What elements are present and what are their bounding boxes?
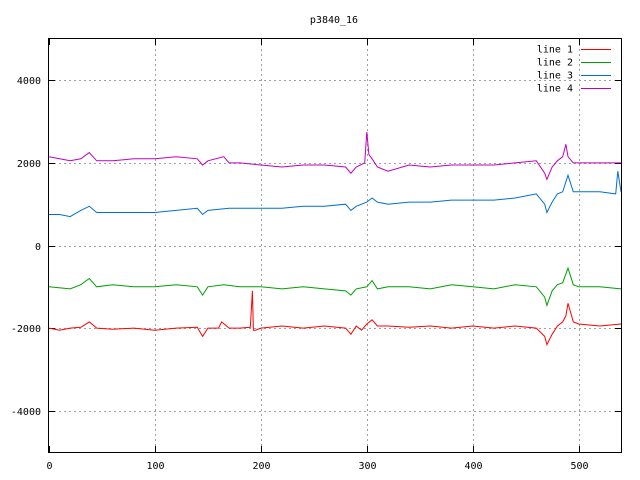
tick-layer: 0 100 200 300 400 500 -4000 -2000 0 2000 4000 [11, 39, 621, 472]
series-line-1 [48, 290, 622, 346]
y-tick-label: -2000 [11, 324, 41, 335]
legend-label: line 4 [537, 84, 573, 95]
series-line-2 [48, 266, 622, 308]
y-tick-label: -4000 [11, 407, 41, 418]
x-tick-label: 500 [570, 461, 588, 472]
series-line-3 [49, 171, 622, 218]
grid-layer [49, 39, 621, 452]
legend-label: line 2 [537, 58, 573, 69]
x-tick-label: 100 [146, 461, 164, 472]
series-line-4 [48, 131, 621, 181]
x-tick-label: 400 [464, 461, 482, 472]
x-tick-label: 300 [358, 461, 376, 472]
y-tick-label: 0 [35, 242, 41, 253]
legend-label: line 3 [537, 71, 573, 82]
x-tick-label: 0 [46, 461, 52, 472]
legend-label: line 1 [537, 45, 573, 56]
chart-title: p3840_16 [310, 15, 358, 26]
y-tick-label: 2000 [17, 159, 41, 170]
x-tick-label: 200 [252, 461, 270, 472]
plot-frame [48, 38, 622, 453]
chart-legend: line 1 line 2 line 3 line 4 [537, 45, 611, 95]
series-layer [48, 131, 622, 346]
y-tick-label: 4000 [17, 76, 41, 87]
